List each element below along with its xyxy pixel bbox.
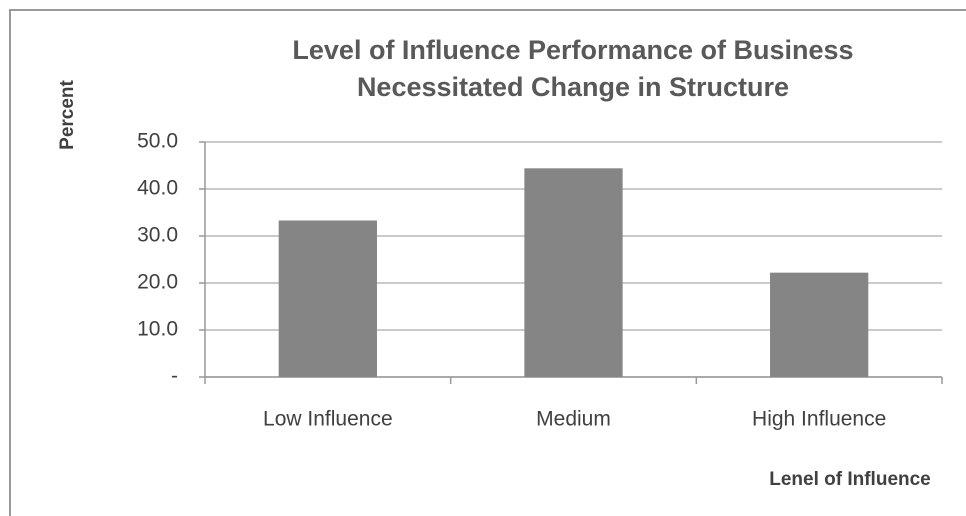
y-tick-label: 10.0: [137, 318, 178, 341]
y-tick-label: 30.0: [137, 224, 178, 247]
bar: [278, 220, 377, 377]
y-tick-label: 50.0: [137, 130, 178, 153]
chart-frame: [9, 9, 966, 516]
bar: [770, 272, 869, 377]
x-tick-label: Low Influence: [263, 408, 393, 431]
x-tick-label: Medium: [536, 408, 611, 431]
y-tick-label: 20.0: [137, 271, 178, 294]
y-axis-title: Percent: [57, 79, 78, 149]
y-tick-label: -: [171, 365, 178, 388]
chart-title: Level of Influence Performance of Busine…: [292, 35, 853, 65]
x-tick-label: High Influence: [752, 408, 886, 431]
y-tick-label: 40.0: [137, 177, 178, 200]
x-axis-title: Lenel of Influence: [769, 469, 931, 490]
bar: [524, 168, 623, 377]
chart-title: Necessitated Change in Structure: [357, 72, 789, 102]
